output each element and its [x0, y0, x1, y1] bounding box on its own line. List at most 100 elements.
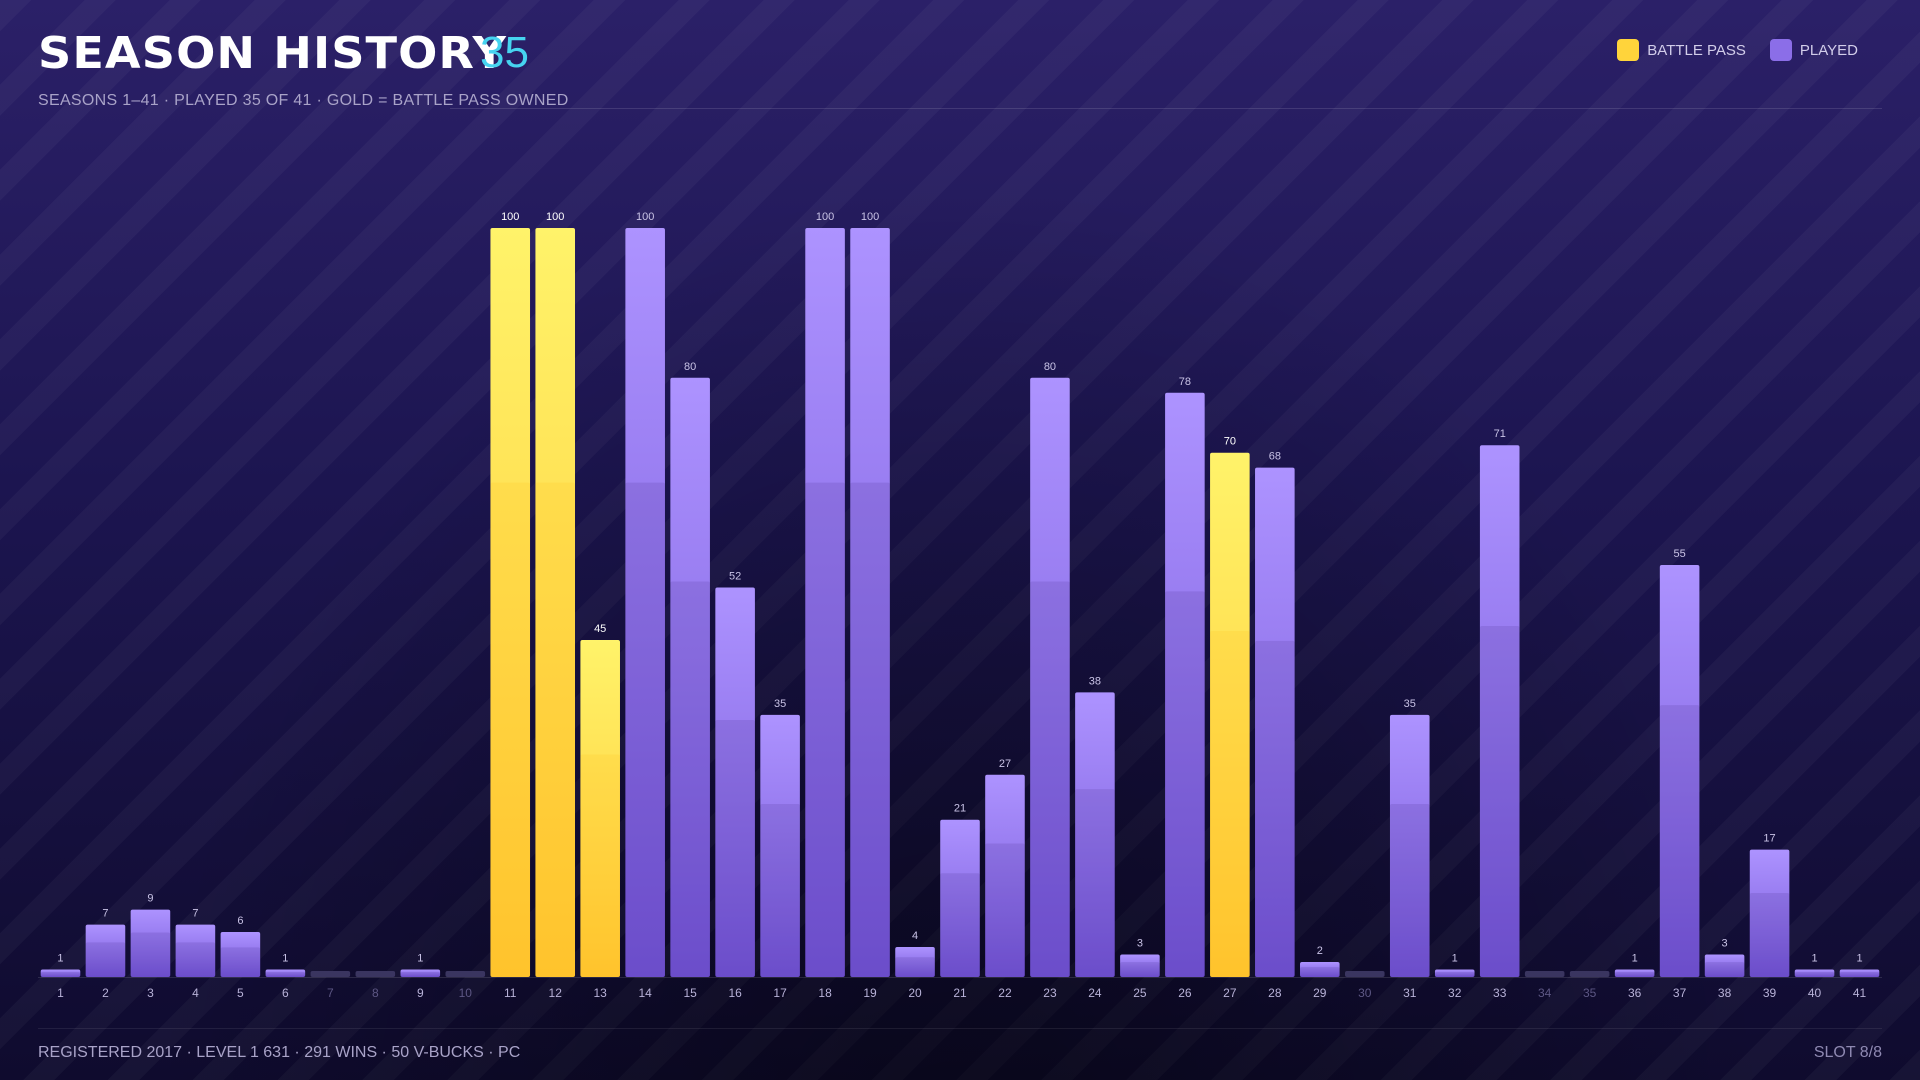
bar-shade-season-13 — [580, 754, 620, 977]
bar-shade-season-16 — [715, 719, 755, 977]
bar-season-24[interactable] — [1075, 692, 1115, 977]
x-tick-label-18: 18 — [818, 986, 832, 1000]
bar-value-label-11: 100 — [501, 211, 519, 223]
bar-season-27[interactable] — [1210, 452, 1250, 977]
header-divider — [450, 108, 1882, 109]
x-tick-label-20: 20 — [908, 986, 922, 1000]
x-tick-label-9: 9 — [417, 986, 424, 1000]
bar-value-label-31: 35 — [1404, 698, 1416, 710]
x-tick-label-41: 41 — [1853, 986, 1867, 1000]
x-tick-label-14: 14 — [638, 986, 652, 1000]
bar-shade-season-5 — [220, 947, 261, 977]
bar-shade-season-25 — [1120, 962, 1160, 977]
bar-season-1[interactable] — [40, 969, 81, 977]
bar-season-35-empty — [1569, 971, 1610, 977]
x-tick-label-24: 24 — [1088, 986, 1102, 1000]
bar-value-label-25: 3 — [1137, 938, 1143, 950]
x-tick-label-21: 21 — [953, 986, 967, 1000]
x-tick-label-25: 25 — [1133, 986, 1147, 1000]
x-tick-label-29: 29 — [1313, 986, 1327, 1000]
bar-season-3[interactable] — [130, 909, 171, 977]
bar-value-label-2: 7 — [102, 908, 108, 920]
bar-season-29[interactable] — [1300, 962, 1340, 977]
bar-season-40[interactable] — [1794, 969, 1835, 977]
bar-season-9[interactable] — [400, 969, 441, 977]
bar-season-31[interactable] — [1389, 714, 1430, 977]
bar-shade-season-17 — [760, 803, 800, 977]
bar-value-label-14: 100 — [636, 211, 654, 223]
bar-value-label-41: 1 — [1856, 953, 1862, 965]
bar-season-23[interactable] — [1030, 377, 1070, 977]
bar-season-38[interactable] — [1704, 954, 1745, 977]
bar-season-6[interactable] — [265, 969, 306, 977]
bar-season-19[interactable] — [850, 228, 890, 977]
bar-season-41[interactable] — [1839, 969, 1880, 977]
bar-shade-season-15 — [670, 581, 710, 977]
bar-shade-season-33 — [1479, 626, 1520, 977]
bar-shade-season-12 — [535, 482, 576, 977]
x-tick-label-5: 5 — [237, 986, 244, 1000]
bar-shade-season-18 — [805, 482, 845, 977]
bar-season-26[interactable] — [1165, 392, 1205, 977]
bar-season-12[interactable] — [535, 228, 576, 977]
x-tick-label-38: 38 — [1718, 986, 1732, 1000]
x-tick-label-31: 31 — [1403, 986, 1417, 1000]
x-tick-label-34: 34 — [1538, 986, 1552, 1000]
bar-season-20[interactable] — [895, 947, 935, 977]
bar-season-14[interactable] — [625, 228, 665, 977]
x-tick-label-33: 33 — [1493, 986, 1507, 1000]
bar-season-34-empty — [1524, 971, 1565, 977]
x-tick-label-10: 10 — [459, 986, 473, 1000]
bar-season-17[interactable] — [760, 714, 800, 977]
x-tick-label-4: 4 — [192, 986, 199, 1000]
bar-shade-season-40 — [1794, 972, 1835, 977]
bar-value-label-9: 1 — [417, 953, 423, 965]
x-tick-label-30: 30 — [1358, 986, 1372, 1000]
seasons-played-count: 35 — [480, 28, 529, 77]
bar-value-label-24: 38 — [1089, 675, 1101, 687]
bar-season-13[interactable] — [580, 639, 620, 977]
x-tick-label-11: 11 — [504, 986, 517, 1000]
bar-shade-season-19 — [850, 482, 890, 977]
bar-value-label-23: 80 — [1044, 361, 1056, 373]
bar-season-11[interactable] — [490, 228, 531, 977]
chart-legend: BATTLE PASS PLAYED — [1617, 39, 1858, 61]
bar-season-21[interactable] — [940, 819, 980, 977]
x-tick-label-7: 7 — [327, 986, 334, 1000]
bar-value-label-12: 100 — [546, 211, 564, 223]
footer-divider — [38, 1028, 1882, 1029]
bar-season-4[interactable] — [175, 924, 216, 977]
bar-shade-season-20 — [895, 957, 935, 977]
bar-season-32[interactable] — [1434, 969, 1475, 977]
bar-value-label-4: 7 — [192, 908, 198, 920]
bar-season-16[interactable] — [715, 587, 755, 977]
footer-slot-indicator: SLOT 8/8 — [1813, 1044, 1882, 1061]
legend-label-battle-pass: BATTLE PASS — [1647, 41, 1746, 59]
bar-season-7-empty — [310, 971, 351, 977]
x-tick-label-8: 8 — [372, 986, 379, 1000]
bar-shade-season-21 — [940, 873, 980, 977]
bar-season-37[interactable] — [1659, 565, 1700, 977]
bar-season-15[interactable] — [670, 377, 710, 977]
bar-season-10-empty — [445, 971, 486, 977]
x-tick-label-40: 40 — [1808, 986, 1822, 1000]
bar-season-2[interactable] — [85, 924, 126, 977]
bar-shade-season-14 — [625, 482, 665, 977]
bar-season-36[interactable] — [1614, 969, 1655, 977]
bar-value-label-18: 100 — [816, 211, 834, 223]
bar-season-5[interactable] — [220, 932, 261, 977]
bar-shade-season-9 — [400, 972, 441, 977]
bar-season-18[interactable] — [805, 228, 845, 977]
bar-season-22[interactable] — [985, 774, 1025, 977]
footer-account-stats: REGISTERED 2017 · LEVEL 1 631 · 291 WINS… — [38, 1044, 521, 1061]
bar-value-label-40: 1 — [1811, 953, 1817, 965]
bar-season-39[interactable] — [1749, 849, 1790, 977]
bar-season-33[interactable] — [1479, 445, 1520, 978]
bar-value-label-39: 17 — [1763, 833, 1775, 845]
x-tick-label-19: 19 — [863, 986, 877, 1000]
bar-season-25[interactable] — [1120, 954, 1160, 977]
bar-season-28[interactable] — [1255, 467, 1295, 977]
x-tick-label-27: 27 — [1223, 986, 1237, 1000]
bar-shade-season-29 — [1300, 967, 1340, 977]
x-tick-label-16: 16 — [728, 986, 742, 1000]
